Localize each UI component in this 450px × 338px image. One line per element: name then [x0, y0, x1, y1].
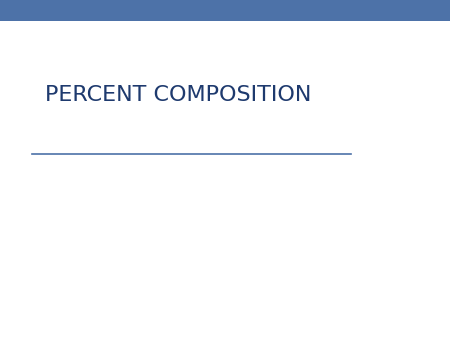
Text: PERCENT COMPOSITION: PERCENT COMPOSITION [45, 84, 311, 105]
